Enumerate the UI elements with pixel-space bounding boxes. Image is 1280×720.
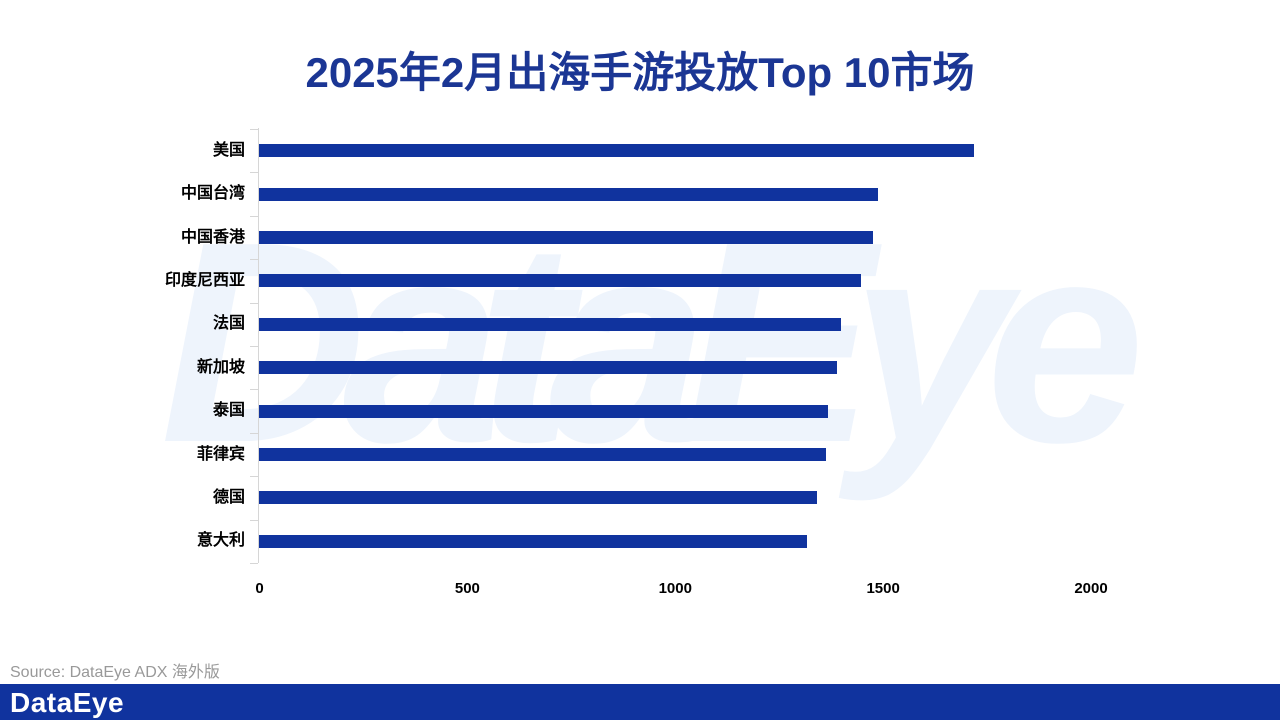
bar [259, 144, 975, 158]
x-axis-label: 0 [255, 580, 264, 597]
y-axis-tick [250, 172, 258, 174]
x-axis-label: 2000 [1074, 580, 1108, 597]
bar [259, 448, 826, 461]
category-label: 泰国 [212, 402, 245, 420]
source-note: Source: DataEye ADX 海外版 [10, 664, 220, 681]
y-axis-line [258, 128, 259, 563]
y-axis-tick [250, 563, 258, 564]
bar [259, 361, 837, 375]
chart-title: 2025年2月出海手游投放Top 10市场 [305, 49, 975, 96]
y-axis-tick [250, 519, 258, 521]
y-axis-tick [250, 259, 258, 261]
y-axis-tick [250, 432, 258, 434]
category-label: 法国 [212, 315, 245, 333]
dataeye-logo: DataEye [10, 687, 125, 718]
dataeye-watermark: DataEye [160, 182, 1145, 502]
y-axis-tick [250, 215, 258, 217]
category-label: 美国 [212, 141, 245, 159]
x-axis-label: 500 [454, 580, 480, 597]
bar [259, 317, 842, 331]
y-axis-tick [250, 389, 258, 391]
category-label: 菲律宾 [196, 445, 245, 463]
y-axis-tick [250, 302, 258, 304]
bar [259, 231, 874, 244]
category-label: 新加坡 [196, 358, 245, 376]
bar [259, 274, 862, 288]
bar [259, 187, 879, 201]
bar [259, 404, 829, 418]
x-axis-label: 1000 [658, 580, 692, 597]
category-label: 德国 [212, 488, 245, 506]
bar [259, 534, 807, 548]
bar [259, 491, 818, 505]
footer-band: DataEye [0, 684, 1280, 720]
y-axis-tick [250, 346, 258, 347]
category-label: 中国台湾 [180, 185, 245, 203]
y-axis-tick [250, 476, 258, 478]
category-label: 意大利 [196, 532, 245, 550]
y-axis-tick [250, 129, 258, 130]
category-label: 印度尼西亚 [164, 271, 245, 289]
category-label: 中国香港 [180, 228, 245, 246]
x-axis-label: 1500 [866, 580, 900, 597]
